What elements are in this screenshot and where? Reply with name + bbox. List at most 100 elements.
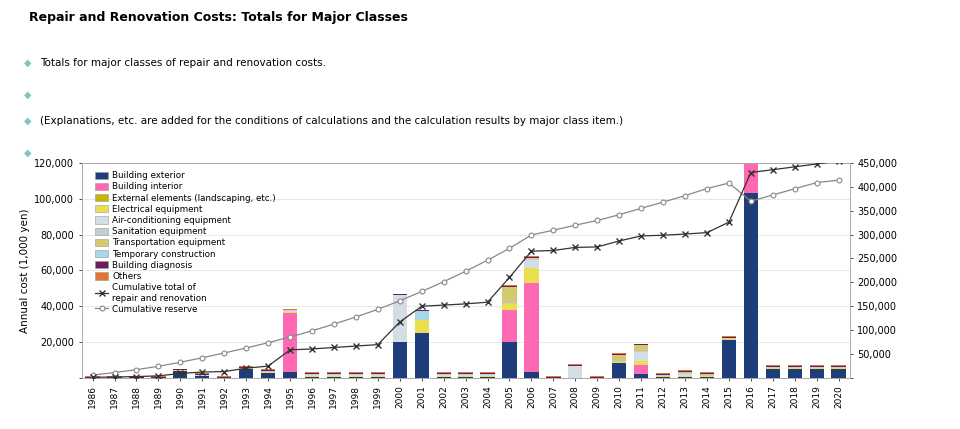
Bar: [634, 361, 648, 365]
Bar: [371, 373, 385, 374]
Cumulative total of
repair and renovation: [175, 371, 186, 376]
Bar: [722, 339, 736, 340]
Cumulative reserve: [416, 289, 427, 294]
Bar: [524, 283, 539, 372]
Bar: [283, 313, 298, 372]
Bar: [239, 366, 253, 367]
Cumulative reserve: [504, 246, 516, 251]
Bar: [348, 376, 363, 377]
Cumulative reserve: [701, 186, 712, 191]
Cumulative total of
repair and renovation: [591, 245, 603, 250]
Bar: [656, 375, 670, 376]
Bar: [371, 375, 385, 376]
Bar: [371, 372, 385, 373]
Bar: [130, 376, 144, 377]
Cumulative reserve: [240, 345, 252, 350]
Cumulative total of
repair and renovation: [262, 363, 274, 369]
Cumulative reserve: [723, 181, 734, 186]
Bar: [195, 375, 209, 376]
Bar: [459, 377, 472, 378]
Bar: [217, 376, 231, 377]
Cumulative reserve: [658, 199, 669, 205]
Bar: [700, 372, 714, 373]
Cumulative total of
repair and renovation: [526, 249, 538, 254]
Cumulative reserve: [153, 364, 164, 369]
Bar: [831, 369, 846, 378]
Bar: [393, 293, 407, 294]
Bar: [459, 375, 472, 376]
Bar: [393, 342, 407, 378]
Bar: [656, 374, 670, 375]
Bar: [283, 309, 298, 310]
Bar: [371, 376, 385, 377]
Cumulative total of
repair and renovation: [745, 170, 756, 175]
Cumulative reserve: [86, 372, 98, 378]
Cumulative reserve: [745, 199, 756, 204]
Bar: [348, 372, 363, 373]
Bar: [459, 372, 472, 373]
Bar: [326, 376, 341, 377]
Cumulative total of
repair and renovation: [197, 369, 208, 375]
Bar: [502, 310, 516, 342]
Bar: [700, 376, 714, 377]
Cumulative total of
repair and renovation: [636, 233, 647, 239]
Bar: [568, 365, 583, 366]
Cumulative total of
repair and renovation: [833, 159, 845, 164]
Bar: [590, 377, 605, 378]
Bar: [326, 377, 341, 378]
Cumulative reserve: [636, 206, 647, 211]
Bar: [809, 369, 824, 378]
Cumulative total of
repair and renovation: [701, 230, 712, 235]
Bar: [634, 345, 648, 351]
Bar: [326, 373, 341, 374]
Cumulative reserve: [569, 223, 581, 228]
Cumulative total of
repair and renovation: [811, 161, 823, 166]
Bar: [766, 365, 780, 366]
Bar: [459, 374, 472, 375]
Bar: [480, 376, 494, 377]
Bar: [766, 369, 780, 378]
Cumulative reserve: [680, 193, 691, 198]
Bar: [700, 373, 714, 374]
Text: Repair and Renovation Costs: Totals for Major Classes: Repair and Renovation Costs: Totals for …: [29, 11, 408, 24]
Cumulative reserve: [438, 279, 449, 284]
Line: Cumulative total of
repair and renovation: Cumulative total of repair and renovatio…: [90, 158, 841, 380]
Bar: [678, 374, 692, 376]
Cumulative reserve: [219, 350, 230, 356]
Cumulative total of
repair and renovation: [658, 233, 669, 238]
Bar: [787, 369, 802, 378]
Bar: [283, 312, 298, 313]
Bar: [502, 285, 516, 287]
Bar: [85, 377, 100, 378]
Bar: [700, 375, 714, 376]
Text: ◆: ◆: [24, 58, 32, 68]
Bar: [809, 366, 824, 367]
Cumulative total of
repair and renovation: [482, 299, 493, 305]
Bar: [590, 376, 605, 377]
Bar: [173, 371, 187, 378]
Cumulative reserve: [547, 228, 559, 233]
Bar: [612, 353, 626, 354]
Bar: [678, 373, 692, 374]
Cumulative reserve: [131, 367, 142, 372]
Text: (Explanations, etc. are added for the conditions of calculations and the calcula: (Explanations, etc. are added for the co…: [40, 116, 623, 126]
Cumulative reserve: [460, 269, 471, 274]
Bar: [239, 368, 253, 369]
Bar: [108, 377, 122, 378]
Bar: [326, 372, 341, 373]
Cumulative total of
repair and renovation: [108, 375, 120, 380]
Bar: [787, 365, 802, 366]
Bar: [261, 369, 276, 370]
Bar: [480, 374, 494, 375]
Cumulative total of
repair and renovation: [569, 245, 581, 250]
Bar: [568, 366, 583, 378]
Bar: [305, 372, 319, 373]
Bar: [524, 269, 539, 283]
Bar: [173, 369, 187, 370]
Bar: [787, 366, 802, 367]
Bar: [283, 372, 298, 378]
Bar: [546, 376, 561, 377]
Bar: [568, 364, 583, 365]
Bar: [108, 376, 122, 377]
Bar: [348, 377, 363, 378]
